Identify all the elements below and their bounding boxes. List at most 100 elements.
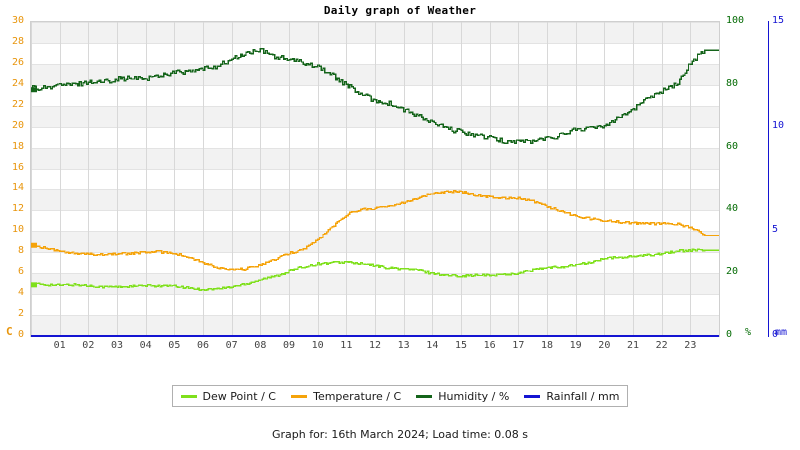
- x-axis-tick: 13: [397, 340, 410, 351]
- gridline-v: [346, 22, 348, 336]
- x-axis-tick: 08: [254, 340, 267, 351]
- left-axis-tick: 30: [11, 15, 24, 26]
- chart-legend: Dew Point / C Temperature / C Humidity / %…: [172, 385, 628, 407]
- gridline-v: [203, 22, 204, 336]
- x-axis-tick: 10: [311, 340, 324, 351]
- left-axis-tick: 12: [11, 203, 24, 215]
- x-axis-tick: 02: [82, 340, 95, 351]
- legend-item[interactable]: Humidity / %: [416, 390, 509, 403]
- legend-item[interactable]: Temperature / C: [291, 390, 401, 403]
- gridline-v: [518, 22, 520, 336]
- left-axis-tick: 6: [17, 266, 24, 278]
- series-line-dew-point: [31, 248, 719, 291]
- x-axis-tick: 21: [626, 340, 640, 351]
- x-axis-tick: 05: [168, 340, 181, 351]
- series-start-marker: [31, 87, 37, 93]
- x-axis-tick: 07: [225, 340, 238, 351]
- page-title: Daily graph of Weather: [323, 4, 477, 17]
- x-axis-tick: 01: [53, 340, 66, 351]
- gridline-v: [633, 22, 634, 336]
- gridline-v: [117, 22, 118, 336]
- left-axis-tick: 26: [11, 56, 24, 68]
- legend-label: Temperature / C: [313, 389, 402, 403]
- x-axis-tick: 11: [340, 340, 353, 351]
- series-line-humidity: [31, 47, 719, 145]
- gridline-v: [375, 22, 376, 336]
- left-axis-tick: 4: [17, 287, 24, 299]
- left-axis-tick: 18: [11, 140, 24, 152]
- humidity-axis-tick: 60: [726, 140, 739, 152]
- gridline-v: [289, 22, 290, 336]
- x-axis-tick: 12: [368, 340, 382, 351]
- left-axis-tick: 28: [11, 35, 24, 47]
- gridline-v: [489, 22, 491, 336]
- series-start-marker: [31, 242, 37, 248]
- humidity-axis-tick: 80: [726, 77, 739, 89]
- plot-area: [30, 21, 720, 337]
- legend-item[interactable]: Rainfall / mm: [524, 390, 619, 403]
- series-line-temperature: [31, 190, 719, 271]
- gridline-v: [461, 22, 462, 336]
- rainfall-axis-unit: mm: [775, 327, 788, 338]
- gridline-v: [59, 22, 61, 336]
- rainfall-axis-tick: 5: [772, 224, 779, 236]
- legend-label: Rainfall / mm: [546, 389, 620, 403]
- legend-swatch-icon: [524, 394, 541, 398]
- gridline-v: [403, 22, 405, 336]
- gridline-v: [31, 22, 32, 336]
- legend-swatch-icon: [180, 394, 197, 398]
- x-axis-tick: 19: [569, 340, 582, 351]
- gridline-v: [690, 22, 692, 336]
- series-lines: [31, 47, 719, 337]
- left-axis-tick: 24: [11, 77, 24, 89]
- humidity-axis-tick: 100: [726, 15, 745, 26]
- gridline-v: [145, 22, 147, 336]
- humidity-axis-tick: 40: [726, 203, 739, 215]
- gridline-v: [547, 22, 548, 336]
- x-axis-tick: 14: [426, 340, 439, 351]
- gridline-v: [317, 22, 319, 336]
- left-axis-tick: 22: [11, 98, 24, 110]
- left-axis-tick: 0: [17, 329, 24, 340]
- x-axis-tick: 18: [540, 340, 554, 351]
- x-axis-tick: 17: [512, 340, 525, 351]
- x-axis-tick: 22: [655, 340, 668, 351]
- rainfall-axis-tick: 15: [772, 15, 785, 26]
- series-start-marker: [31, 282, 37, 288]
- gridline-v: [661, 22, 663, 336]
- rainfall-axis-tick: 0: [772, 329, 779, 340]
- legend-label: Dew Point / C: [202, 389, 276, 403]
- graph-caption: Graph for: 16th March 2024; Load time: 0…: [271, 428, 529, 441]
- humidity-axis-tick: 0: [726, 329, 733, 340]
- rainfall-axis-line: [768, 21, 769, 337]
- x-axis-tick: 04: [139, 340, 152, 351]
- legend-swatch-icon: [416, 394, 433, 398]
- humidity-axis-tick: 20: [726, 266, 739, 278]
- gridline-v: [260, 22, 262, 336]
- gridline-v: [231, 22, 233, 336]
- left-axis-tick: 2: [17, 308, 24, 320]
- gridline-v: [432, 22, 434, 336]
- x-axis-tick: 03: [110, 340, 124, 351]
- left-axis-unit: C: [6, 325, 13, 338]
- left-axis-tick: 20: [11, 119, 24, 131]
- gridline-v: [88, 22, 90, 336]
- legend-item[interactable]: Dew Point / C: [180, 389, 276, 403]
- x-axis-tick: 23: [684, 340, 697, 351]
- x-axis-tick: 06: [196, 340, 210, 351]
- x-axis-tick: 16: [483, 340, 496, 351]
- x-axis-tick: 15: [454, 340, 468, 351]
- humidity-axis-unit: %: [745, 327, 752, 338]
- vertical-gridlines: [31, 22, 719, 336]
- left-axis-tick: 14: [11, 182, 24, 194]
- gridline-v: [604, 22, 606, 336]
- x-axis-tick: 09: [282, 340, 296, 351]
- legend-label: Humidity / %: [438, 389, 510, 403]
- left-axis-tick: 16: [11, 161, 24, 173]
- gridline-v: [575, 22, 577, 336]
- rainfall-axis-tick: 10: [772, 119, 785, 131]
- left-axis-tick: 8: [17, 245, 24, 257]
- gridline-v: [174, 22, 176, 336]
- left-axis-tick: 10: [11, 224, 24, 236]
